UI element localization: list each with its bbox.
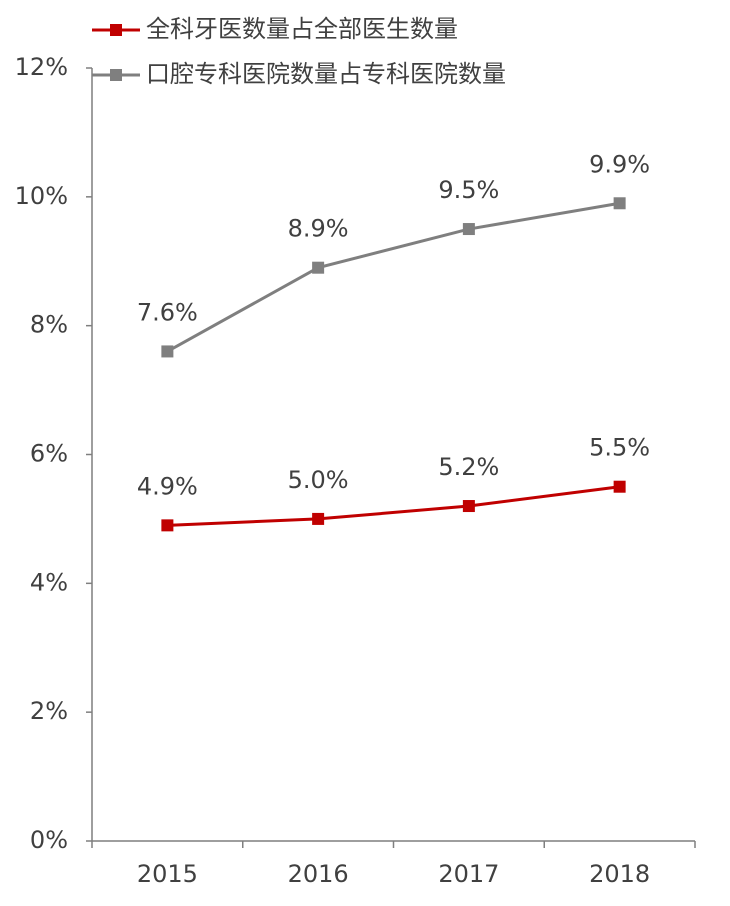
data-label: 9.5% (438, 176, 499, 204)
point-marker (613, 480, 626, 493)
data-label: 5.0% (288, 466, 349, 494)
data-label: 4.9% (137, 472, 198, 500)
data-label: 5.2% (438, 453, 499, 481)
y-tick-label: 2% (30, 697, 68, 725)
point-marker (312, 261, 325, 274)
data-label: 7.6% (137, 298, 198, 326)
point-marker (462, 223, 475, 236)
data-label: 8.9% (288, 215, 349, 243)
point-marker (462, 500, 475, 513)
point-marker (161, 345, 174, 358)
series-line (167, 485, 620, 527)
y-tick-label: 8% (30, 311, 68, 339)
x-tick-label: 2015 (137, 860, 198, 888)
point-marker (613, 197, 626, 210)
x-tick-label: 2018 (589, 860, 650, 888)
legend-label: 全科牙医数量占全部医生数量 (146, 15, 458, 43)
legend-marker (110, 24, 122, 36)
point-marker (161, 519, 174, 532)
y-tick-label: 10% (15, 182, 68, 210)
y-tick-label: 0% (30, 826, 68, 854)
x-tick-label: 2017 (438, 860, 499, 888)
legend-marker (110, 69, 122, 81)
legend-label: 口腔专科医院数量占专科医院数量 (146, 60, 506, 88)
data-label: 5.5% (589, 434, 650, 462)
y-tick-label: 12% (15, 53, 68, 81)
series-line (166, 201, 620, 353)
y-tick-label: 6% (30, 440, 68, 468)
data-label: 9.9% (589, 150, 650, 178)
point-marker (312, 512, 325, 525)
y-tick-label: 4% (30, 568, 68, 596)
x-tick-label: 2016 (288, 860, 349, 888)
